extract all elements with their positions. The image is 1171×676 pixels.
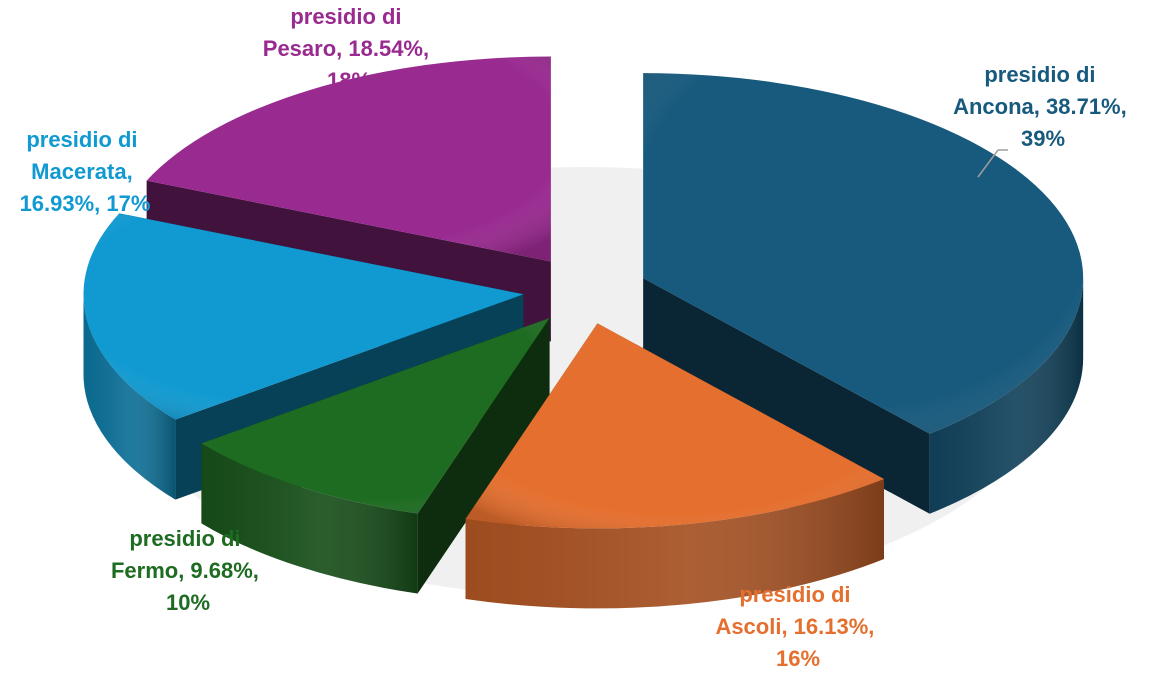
slice-macerata-top-shade xyxy=(83,213,524,420)
label-pesaro-line-2: Pesaro, 18.54%, xyxy=(263,36,429,61)
slice-pesaro-top-shade xyxy=(146,56,551,262)
label-fermo-line-2: Fermo, 9.68%, xyxy=(111,558,259,583)
label-macerata-line-1: presidio di xyxy=(26,127,137,152)
slice-ancona xyxy=(643,73,1084,514)
label-fermo: presidio di Fermo, 9.68%, 10% xyxy=(111,526,265,615)
label-ascoli-line-1: presidio di xyxy=(739,582,850,607)
label-pesaro-line-1: presidio di xyxy=(290,4,401,29)
label-pesaro: presidio di Pesaro, 18.54%, 18% xyxy=(263,4,435,93)
pie-slices xyxy=(83,56,1084,609)
label-fermo-line-1: presidio di xyxy=(129,526,240,551)
label-ancona: presidio di Ancona, 38.71%, 39% xyxy=(953,62,1133,151)
slice-fermo-side-shade-1 xyxy=(201,443,418,594)
label-ascoli-line-2: Ascoli, 16.13%, xyxy=(715,614,874,639)
slice-ancona-top-shade xyxy=(643,73,1084,434)
slice-macerata-side-shade-1 xyxy=(83,294,176,500)
slice-fermo-top-shade xyxy=(201,317,550,514)
label-pesaro-line-3: 18% xyxy=(327,68,371,93)
slice-fermo xyxy=(201,317,550,594)
slice-ancona-wall-2 xyxy=(643,278,930,514)
slice-macerata xyxy=(83,213,524,500)
label-macerata: presidio di Macerata, 16.93%, 17% xyxy=(20,127,151,216)
slice-ancona-side-shade-1 xyxy=(929,278,1084,514)
label-ascoli: presidio di Ascoli, 16.13%, 16% xyxy=(715,582,880,671)
slice-ascoli-side-shade-1 xyxy=(465,478,884,609)
slice-ascoli-top-shade xyxy=(465,323,884,529)
slice-fermo-wall-2 xyxy=(417,317,550,594)
label-macerata-line-3: 16.93%, 17% xyxy=(20,191,151,216)
label-ancona-line-2: Ancona, 38.71%, xyxy=(953,94,1127,119)
slice-ascoli xyxy=(465,323,884,609)
label-ancona-line-1: presidio di xyxy=(984,62,1095,87)
data-labels: presidio di Ancona, 38.71%, 39% presidio… xyxy=(20,4,1133,671)
label-fermo-line-3: 10% xyxy=(166,590,210,615)
label-ancona-line-3: 39% xyxy=(1021,126,1065,151)
ancona-leader-line xyxy=(977,149,999,178)
label-macerata-line-2: Macerata, xyxy=(31,159,133,184)
label-ascoli-line-3: 16% xyxy=(776,646,820,671)
